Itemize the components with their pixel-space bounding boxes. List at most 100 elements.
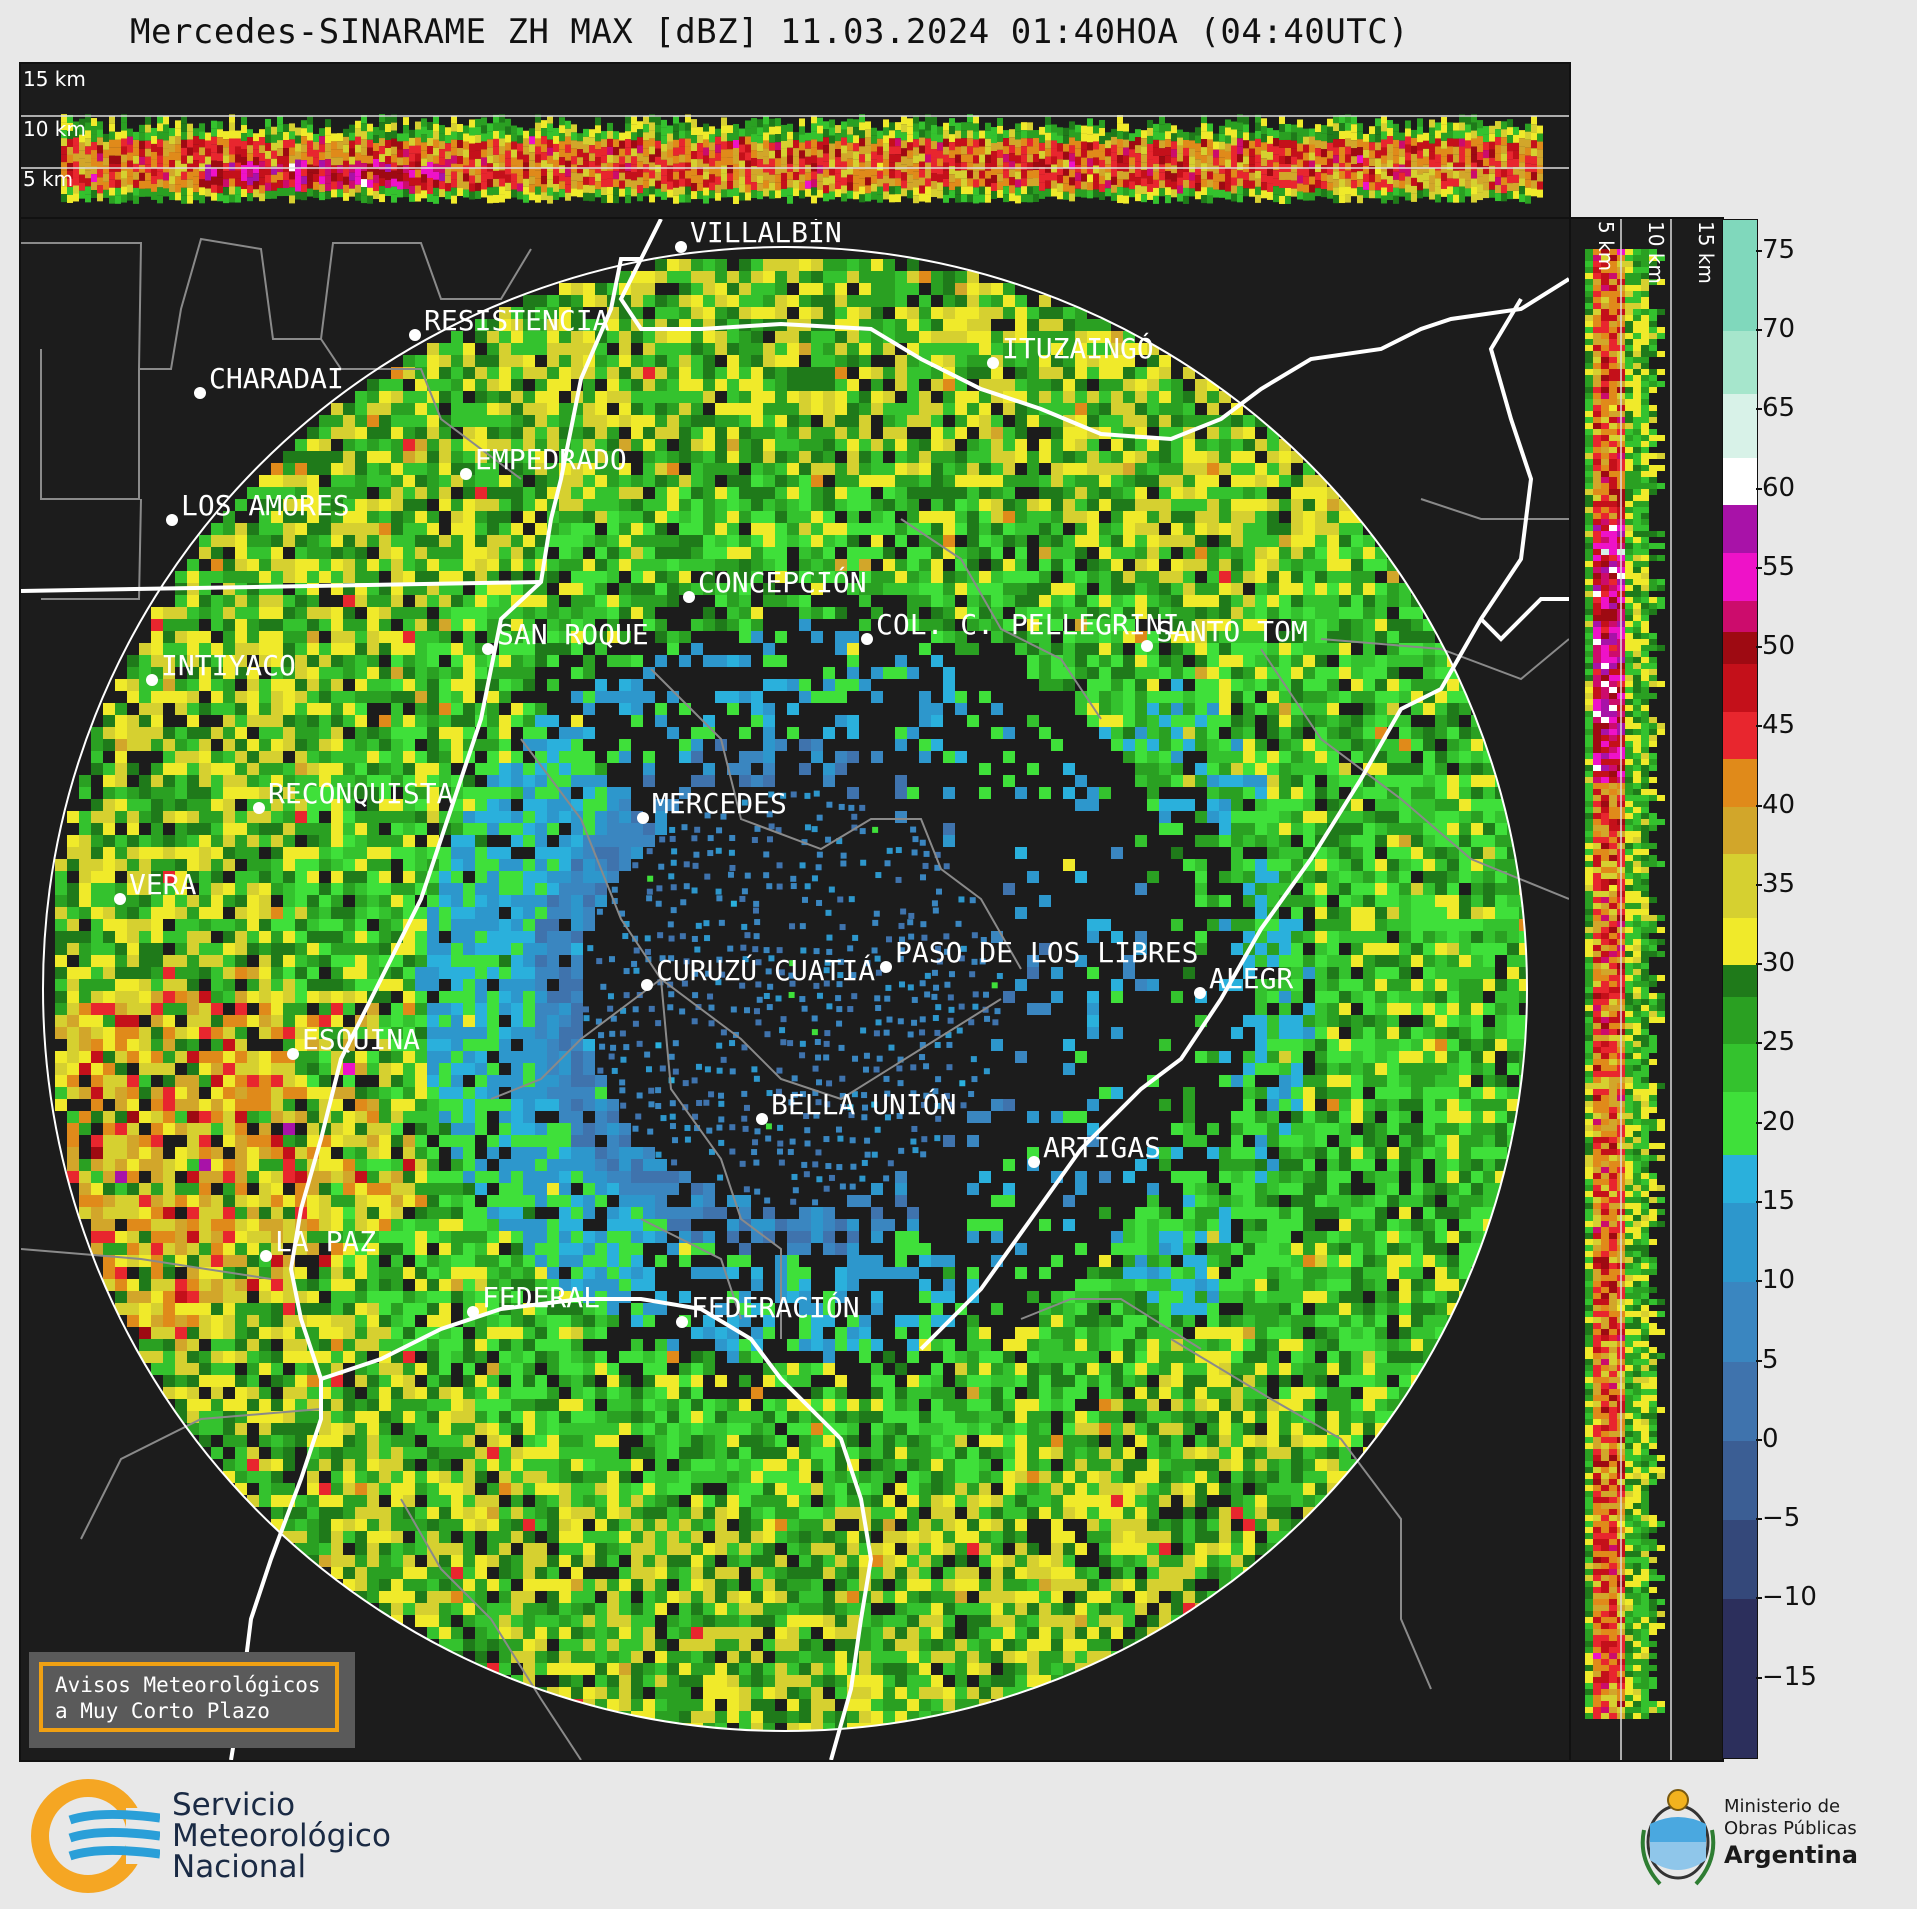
top-echo-cell [595, 173, 601, 182]
top-echo-cell [253, 173, 259, 182]
echo-cell [931, 283, 943, 295]
echo-cell [331, 427, 343, 439]
echo-cell [499, 403, 511, 415]
top-echo-cell [607, 146, 613, 155]
echo-cell [679, 559, 691, 571]
top-echo-cell [871, 143, 877, 152]
echo-cell [1255, 475, 1267, 487]
echo-cell [823, 511, 835, 523]
top-echo-cell [691, 119, 697, 128]
top-echo-cell [547, 123, 553, 132]
echo-cell [655, 295, 667, 307]
echo-cell [1279, 595, 1291, 607]
top-echo-cell [1009, 145, 1015, 154]
top-echo-cell [85, 170, 91, 179]
top-echo-cell [361, 123, 367, 132]
echo-cell [1039, 439, 1051, 451]
echo-cell [1339, 559, 1351, 571]
echo-cell [667, 595, 679, 607]
echo-cell [835, 415, 847, 427]
echo-cell [883, 391, 895, 403]
top-echo-cell [727, 165, 733, 174]
top-echo-cell [1393, 195, 1399, 204]
top-echo-cell [199, 139, 205, 148]
echo-cell [631, 403, 643, 415]
top-echo-cell [775, 134, 781, 143]
echo-cell [331, 451, 343, 463]
echo-cell [1195, 595, 1207, 607]
top-echo-cell [1225, 175, 1231, 184]
top-echo-cell [313, 133, 319, 142]
top-echo-cell [1231, 193, 1237, 202]
echo-cell [151, 619, 163, 631]
top-echo-cell [775, 158, 781, 167]
echo-cell [931, 475, 943, 487]
echo-cell [727, 595, 739, 607]
top-echo-cell [265, 134, 271, 143]
top-echo-cell [91, 126, 97, 135]
top-echo-cell [1381, 187, 1387, 196]
echo-cell [991, 595, 1003, 607]
echo-cell [211, 535, 223, 547]
echo-cell [1039, 487, 1051, 499]
top-echo-cell [385, 188, 391, 197]
echo-cell [295, 571, 307, 583]
echo-cell [631, 583, 643, 595]
echo-cell [823, 343, 835, 355]
echo-cell [643, 367, 655, 379]
top-echo-cell [163, 132, 169, 141]
echo-cell [1015, 547, 1027, 559]
echo-cell [523, 655, 535, 667]
top-echo-cell [151, 127, 157, 136]
echo-cell [967, 295, 979, 307]
top-echo-cell [565, 184, 571, 193]
echo-cell [979, 415, 991, 427]
echo-cell [1027, 571, 1039, 583]
top-echo-cell [685, 170, 691, 179]
echo-cell [691, 439, 703, 451]
echo-cell [811, 355, 823, 367]
top-echo-cell [121, 114, 127, 123]
top-echo-cell [1489, 141, 1495, 150]
echo-cell [1111, 487, 1123, 499]
radar-map[interactable]: VILLALBÍN RESISTENCIA CHARADAI ITUZAINGÓ EMP… [19, 217, 1571, 1762]
top-echo-cell [1177, 193, 1183, 202]
top-echo-cell [1231, 185, 1237, 194]
echo-cell [475, 667, 487, 679]
echo-cell [571, 523, 583, 535]
echo-cell [319, 415, 331, 427]
top-echo-cell [499, 122, 505, 131]
top-echo-cell [1411, 169, 1417, 178]
top-echo-cell [1423, 180, 1429, 189]
echo-cell [1135, 535, 1147, 547]
echo-cell [859, 343, 871, 355]
top-echo-cell [283, 132, 289, 141]
top-echo-cell [1477, 168, 1483, 177]
echo-cell [691, 343, 703, 355]
top-echo-cell [121, 162, 127, 171]
top-echo-cell [1309, 128, 1315, 137]
echo-cell [583, 607, 595, 619]
echo-cell [739, 367, 751, 379]
top-echo-cell [313, 149, 319, 158]
echo-cell [883, 403, 895, 415]
top-echo-cell [1153, 187, 1159, 196]
echo-cell [535, 319, 547, 331]
top-echo-cell [1483, 158, 1489, 167]
echo-cell [1087, 679, 1099, 691]
echo-cell [271, 655, 283, 667]
echo-cell [1183, 511, 1195, 523]
top-echo-cell [409, 177, 415, 186]
top-echo-cell [829, 135, 835, 144]
echo-cell [751, 283, 763, 295]
top-echo-cell [1345, 122, 1351, 131]
top-echo-cell [139, 180, 145, 189]
echo-cell [1111, 331, 1123, 343]
echo-cell [475, 403, 487, 415]
top-echo-cell [1261, 126, 1267, 135]
top-echo-cell [799, 134, 805, 143]
top-echo-cell [949, 134, 955, 143]
top-echo-cell [823, 121, 829, 130]
echo-cell [1423, 655, 1435, 667]
top-echo-cell [853, 167, 859, 176]
